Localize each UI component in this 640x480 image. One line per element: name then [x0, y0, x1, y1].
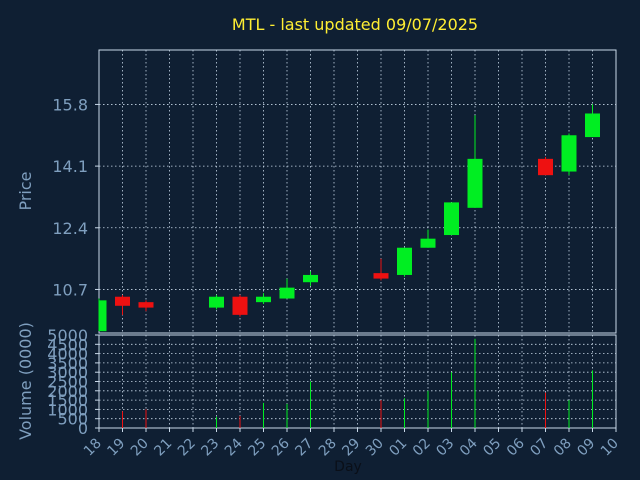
x-tick-label: 09	[574, 436, 598, 460]
price-tick-label: 14.1	[52, 157, 88, 176]
candle-body	[232, 296, 248, 315]
x-tick-label: 26	[269, 435, 293, 459]
x-tick-label: 23	[198, 436, 222, 460]
candle-body	[467, 158, 483, 208]
candle-body	[538, 158, 553, 176]
volume-bars	[122, 338, 593, 428]
x-tick-label: 27	[292, 436, 316, 460]
volume-axis-label: Volume (0000)	[16, 322, 35, 440]
price-tick-label: 10.7	[52, 280, 88, 299]
candle-body	[561, 135, 577, 172]
x-tick-label: 02	[410, 436, 434, 460]
price-tick-labels: 10.7 12.4 14.1 15.8	[52, 95, 99, 299]
volume-grid	[99, 335, 616, 428]
x-tick-label: 20	[128, 436, 152, 460]
candle-body	[138, 302, 154, 308]
x-tick-label: 19	[104, 436, 128, 460]
candle-body	[115, 296, 130, 306]
candle-body	[585, 113, 600, 138]
volume-tick-label: 0	[78, 419, 88, 438]
x-tick-label: 28	[316, 436, 340, 460]
volume-tick-label: 4000	[47, 345, 88, 364]
volume-tick-label: 5000	[47, 326, 88, 345]
x-tick-label: 08	[551, 436, 575, 460]
x-tick-label: 05	[480, 436, 504, 460]
price-grid	[99, 50, 616, 333]
x-tick-label: 30	[363, 436, 387, 460]
candle-body	[444, 202, 459, 236]
candle-body	[279, 287, 295, 299]
x-tick-label: 25	[245, 436, 269, 460]
price-axis-label: Price	[16, 171, 35, 210]
x-tick-label: 22	[175, 436, 199, 460]
volume-plot-frame	[98, 334, 617, 429]
candle-body	[303, 274, 318, 283]
candle-body	[420, 238, 436, 248]
x-tick-label: 21	[151, 436, 175, 460]
volume-tick-label: 500	[57, 410, 88, 429]
x-tick-label: 10	[598, 436, 622, 460]
volume-tick-label: 3000	[47, 363, 88, 382]
x-axis-label: Day	[334, 459, 362, 475]
candle-body	[373, 273, 389, 279]
x-tick-label: 06	[504, 435, 528, 459]
x-tick-label: 03	[433, 436, 457, 460]
x-tick-label: 07	[527, 436, 551, 460]
x-tick-label: 01	[386, 436, 410, 460]
x-tick-label: 24	[222, 435, 246, 459]
volume-tick-label: 1000	[47, 400, 88, 419]
x-tick-labels: 18 19 20 21 22 23 24 25 26 27 28 29 30 01 02 03 04 05 06 07…	[81, 428, 622, 459]
x-tick-label: 29	[339, 436, 363, 460]
candle-body	[256, 296, 271, 303]
price-tick-label: 15.8	[52, 95, 88, 114]
candle-body	[99, 300, 107, 332]
volume-tick-label: 4500	[47, 335, 88, 354]
volume-tick-label: 2000	[47, 382, 88, 401]
price-panel: 10.7 12.4 14.1 15.8	[52, 49, 617, 334]
volume-tick-label: 3500	[47, 354, 88, 373]
x-tick-label: 04	[457, 435, 481, 459]
x-tick-label: 18	[81, 436, 105, 460]
chart-title: MTL - last updated 09/07/2025	[232, 15, 478, 34]
candle-body	[209, 296, 224, 308]
volume-tick-label: 1500	[47, 391, 88, 410]
price-tick-label: 12.4	[52, 219, 88, 238]
candles	[98, 104, 600, 332]
candle-body	[397, 247, 412, 275]
volume-tick-label: 2500	[47, 373, 88, 392]
